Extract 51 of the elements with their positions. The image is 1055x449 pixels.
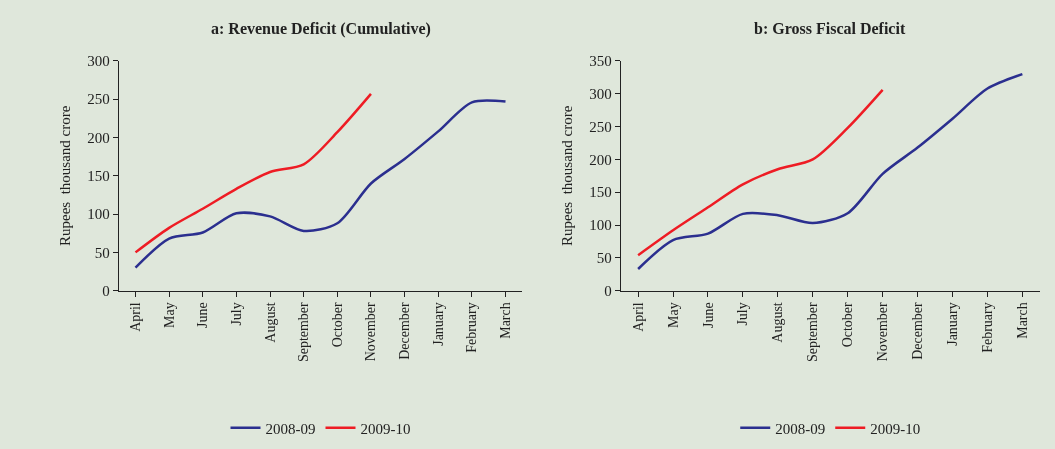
y-tick-label: 0 <box>604 282 612 299</box>
y-tick-label: 150 <box>589 184 612 201</box>
x-tick-label: May <box>161 302 177 328</box>
x-tick-label: August <box>262 302 278 343</box>
x-tick-label: January <box>430 302 446 346</box>
y-tick-label: 250 <box>87 91 110 108</box>
y-tick-label: 100 <box>589 217 612 234</box>
y-tick-label: 150 <box>87 168 110 185</box>
x-tick-label: April <box>630 302 646 332</box>
x-tick-label: September <box>805 301 821 363</box>
y-axis-title: Rupees thousand crore <box>57 105 74 246</box>
x-tick-label: March <box>1014 302 1030 339</box>
x-tick-label: May <box>665 302 681 328</box>
legend-label: 2008-09 <box>775 420 826 437</box>
x-tick-label: March <box>498 302 514 339</box>
x-tick-label: July <box>228 302 244 326</box>
x-tick-label: October <box>329 301 345 348</box>
y-tick-label: 200 <box>87 129 110 146</box>
x-tick-label: June <box>700 302 716 328</box>
x-tick-label: December <box>397 301 413 360</box>
y-tick-label: 50 <box>94 244 110 261</box>
x-tick-label: January <box>945 302 961 346</box>
x-tick-label: October <box>840 301 856 348</box>
y-axis-title: Rupees thousand crore <box>559 105 576 246</box>
y-tick-label: 0 <box>102 282 110 299</box>
x-tick-label: April <box>128 302 144 332</box>
x-tick-label: December <box>910 301 926 360</box>
y-tick-label: 100 <box>87 206 110 223</box>
y-tick-label: 200 <box>589 151 612 168</box>
line-series <box>636 88 884 257</box>
x-tick-label: November <box>875 301 891 362</box>
x-tick-label: August <box>770 302 786 343</box>
y-tick-label: 250 <box>589 118 612 135</box>
line-series <box>134 92 373 254</box>
x-tick-label: July <box>735 302 751 326</box>
chart-title: a: Revenue Deficit (Cumulative) <box>211 20 431 38</box>
y-tick-label: 300 <box>589 86 612 103</box>
x-tick-label: February <box>464 302 480 353</box>
y-tick-label: 350 <box>589 53 612 70</box>
x-tick-label: November <box>363 301 379 362</box>
x-tick-label: September <box>296 301 312 363</box>
y-tick-label: 50 <box>596 250 612 267</box>
legend-label: 2008-09 <box>265 420 316 437</box>
line-series <box>134 99 507 269</box>
y-tick-label: 300 <box>87 53 110 70</box>
line-series <box>636 72 1024 271</box>
legend-label: 2009-10 <box>870 420 921 437</box>
chart-title: b: Gross Fiscal Deficit <box>754 20 906 37</box>
x-tick-label: June <box>195 302 211 328</box>
x-tick-label: February <box>979 302 995 353</box>
legend-label: 2009-10 <box>360 420 411 437</box>
